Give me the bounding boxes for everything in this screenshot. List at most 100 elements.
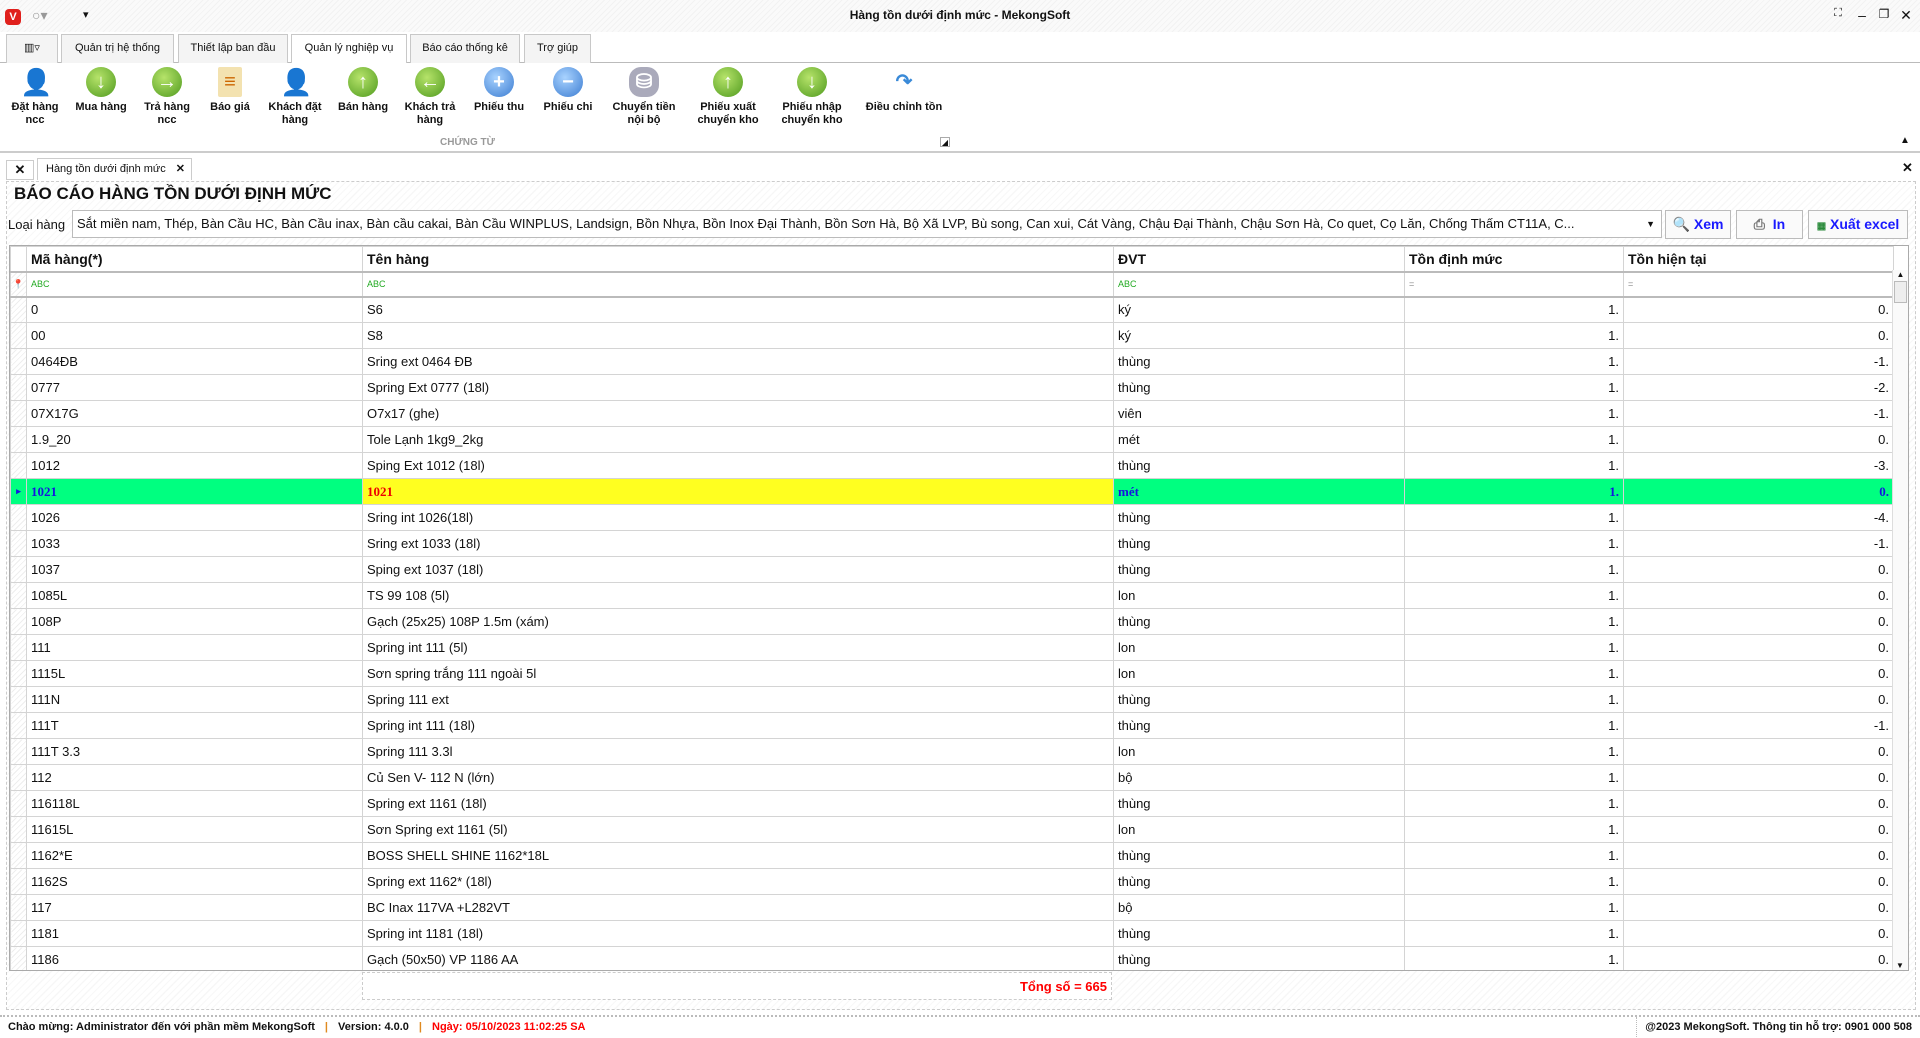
ma-hang-cell[interactable]: 0464ĐB [26, 348, 363, 375]
ton-dinh-muc-cell[interactable]: 1. [1404, 478, 1624, 505]
table-row[interactable]: 1181 Spring int 1181 (18l) thùng 1. 0. [10, 920, 1894, 947]
ton-hien-tai-cell[interactable]: 0. [1623, 920, 1894, 947]
ton-hien-tai-cell[interactable]: -3. [1623, 452, 1894, 479]
ton-dinh-muc-cell[interactable]: 1. [1404, 790, 1624, 817]
table-row[interactable]: 1186 Gạch (50x50) VP 1186 AA thùng 1. 0. [10, 946, 1894, 970]
ton-dinh-muc-cell[interactable]: 1. [1404, 608, 1624, 635]
ma-hang-cell[interactable]: 1021 [26, 478, 363, 505]
ton-hien-tai-cell[interactable]: 0. [1623, 634, 1894, 661]
dvt-cell[interactable]: thùng [1113, 530, 1405, 557]
collapse-ribbon-icon[interactable]: ▲ [1900, 135, 1910, 146]
column-header-ton-hien-tai[interactable]: Tồn hiện tại [1623, 246, 1894, 273]
ten-hang-cell[interactable]: TS 99 108 (5l) [362, 582, 1114, 609]
ton-hien-tai-cell[interactable]: 0. [1623, 660, 1894, 687]
ten-hang-cell[interactable]: Tole Lạnh 1kg9_2kg [362, 426, 1114, 453]
phieu-nhap-chuyen-kho-button[interactable]: ↓ Phiếu nhập chuyển kho [772, 67, 852, 127]
row-indicator[interactable] [10, 738, 27, 765]
table-row[interactable]: 111T Spring int 111 (18l) thùng 1. -1. [10, 712, 1894, 739]
table-row[interactable]: 1085L TS 99 108 (5l) lon 1. 0. [10, 582, 1894, 609]
ma-hang-cell[interactable]: 1186 [26, 946, 363, 970]
ton-dinh-muc-cell[interactable]: 1. [1404, 634, 1624, 661]
chevron-down-icon[interactable]: ▼ [1646, 219, 1655, 229]
ma-hang-cell[interactable]: 1012 [26, 452, 363, 479]
ma-hang-cell[interactable]: 1085L [26, 582, 363, 609]
ten-hang-cell[interactable]: Sring ext 1033 (18l) [362, 530, 1114, 557]
column-header-ten-hang[interactable]: Tên hàng [362, 246, 1114, 273]
row-indicator[interactable] [10, 920, 27, 947]
ton-dinh-muc-cell[interactable]: 1. [1404, 400, 1624, 427]
ton-dinh-muc-cell[interactable]: 1. [1404, 764, 1624, 791]
ton-hien-tai-cell[interactable]: 0. [1623, 946, 1894, 970]
ten-hang-cell[interactable]: Spring int 111 (5l) [362, 634, 1114, 661]
row-indicator[interactable] [10, 426, 27, 453]
ton-dinh-muc-cell[interactable]: 1. [1404, 582, 1624, 609]
dvt-cell[interactable]: thùng [1113, 842, 1405, 869]
ton-hien-tai-cell[interactable]: 0. [1623, 816, 1894, 843]
ma-hang-cell[interactable]: 117 [26, 894, 363, 921]
ten-hang-cell[interactable]: Spring 111 3.3l [362, 738, 1114, 765]
ma-hang-cell[interactable]: 1181 [26, 920, 363, 947]
ten-hang-cell[interactable]: Spring Ext 0777 (18l) [362, 374, 1114, 401]
dvt-cell[interactable]: bộ [1113, 894, 1405, 921]
ten-hang-cell[interactable]: Sơn Spring ext 1161 (5l) [362, 816, 1114, 843]
dvt-cell[interactable]: thùng [1113, 946, 1405, 970]
filter-ton-dinh-muc[interactable]: = [1404, 271, 1624, 298]
dvt-cell[interactable]: ký [1113, 296, 1405, 323]
phieu-xuat-chuyen-kho-button[interactable]: ↑ Phiếu xuất chuyển kho [688, 67, 768, 127]
ton-dinh-muc-cell[interactable]: 1. [1404, 920, 1624, 947]
app-menu-button[interactable]: ▥▿ [6, 34, 58, 63]
ton-dinh-muc-cell[interactable]: 1. [1404, 894, 1624, 921]
ma-hang-cell[interactable]: 07X17G [26, 400, 363, 427]
table-row[interactable]: 0777 Spring Ext 0777 (18l) thùng 1. -2. [10, 374, 1894, 401]
ton-hien-tai-cell[interactable]: 0. [1623, 842, 1894, 869]
phieu-chi-button[interactable]: − Phiếu chi [536, 67, 600, 114]
ma-hang-cell[interactable]: 112 [26, 764, 363, 791]
ten-hang-cell[interactable]: BC Inax 117VA +L282VT [362, 894, 1114, 921]
ten-hang-cell[interactable]: Sping ext 1037 (18l) [362, 556, 1114, 583]
table-row[interactable]: 1033 Sring ext 1033 (18l) thùng 1. -1. [10, 530, 1894, 557]
filter-ten-hang[interactable]: ABC [362, 271, 1114, 298]
minimize-button[interactable]: – [1858, 7, 1866, 23]
dvt-cell[interactable]: thùng [1113, 556, 1405, 583]
ma-hang-cell[interactable]: 111T [26, 712, 363, 739]
close-button[interactable]: ✕ [1900, 7, 1912, 23]
ma-hang-cell[interactable]: 1162*E [26, 842, 363, 869]
ton-dinh-muc-cell[interactable]: 1. [1404, 738, 1624, 765]
ton-dinh-muc-cell[interactable]: 1. [1404, 712, 1624, 739]
ten-hang-cell[interactable]: O7x17 (ghe) [362, 400, 1114, 427]
quick-access-circle-icon[interactable]: ○▾ [32, 7, 48, 23]
ma-hang-cell[interactable]: 1037 [26, 556, 363, 583]
ten-hang-cell[interactable]: Gạch (25x25) 108P 1.5m (xám) [362, 608, 1114, 635]
ton-hien-tai-cell[interactable]: -1. [1623, 348, 1894, 375]
dvt-cell[interactable]: thùng [1113, 920, 1405, 947]
table-row[interactable]: 117 BC Inax 117VA +L282VT bộ 1. 0. [10, 894, 1894, 921]
ton-dinh-muc-cell[interactable]: 1. [1404, 816, 1624, 843]
ten-hang-cell[interactable]: 1021 [362, 478, 1114, 505]
ma-hang-cell[interactable]: 11615L [26, 816, 363, 843]
row-indicator[interactable] [10, 868, 27, 895]
scroll-thumb[interactable] [1894, 281, 1907, 303]
close-all-tabs-icon[interactable]: ✕ [6, 160, 34, 180]
app-logo-icon[interactable]: V [5, 9, 21, 25]
row-indicator[interactable] [10, 660, 27, 687]
dvt-cell[interactable]: thùng [1113, 608, 1405, 635]
dvt-cell[interactable]: viên [1113, 400, 1405, 427]
khach-dat-hang-button[interactable]: 👤 Khách đặt hàng [268, 67, 322, 126]
ton-hien-tai-cell[interactable]: 0. [1623, 764, 1894, 791]
ton-hien-tai-cell[interactable]: 0. [1623, 556, 1894, 583]
ton-dinh-muc-cell[interactable]: 1. [1404, 660, 1624, 687]
row-indicator[interactable] [10, 894, 27, 921]
dvt-cell[interactable]: thùng [1113, 712, 1405, 739]
current-row-indicator-icon[interactable]: ▸ [10, 478, 27, 505]
ten-hang-cell[interactable]: S8 [362, 322, 1114, 349]
tab-quan-ly-nghiep-vu[interactable]: Quản lý nghiệp vụ [291, 34, 407, 64]
ton-hien-tai-cell[interactable]: 0. [1623, 894, 1894, 921]
ton-dinh-muc-cell[interactable]: 1. [1404, 842, 1624, 869]
close-tab-icon[interactable]: ✕ [175, 163, 185, 175]
row-indicator[interactable] [10, 842, 27, 869]
ten-hang-cell[interactable]: Spring ext 1161 (18l) [362, 790, 1114, 817]
ma-hang-cell[interactable]: 1.9_20 [26, 426, 363, 453]
ton-hien-tai-cell[interactable]: 0. [1623, 478, 1894, 505]
ma-hang-cell[interactable]: 111T 3.3 [26, 738, 363, 765]
table-row[interactable]: 1012 Sping Ext 1012 (18l) thùng 1. -3. [10, 452, 1894, 479]
